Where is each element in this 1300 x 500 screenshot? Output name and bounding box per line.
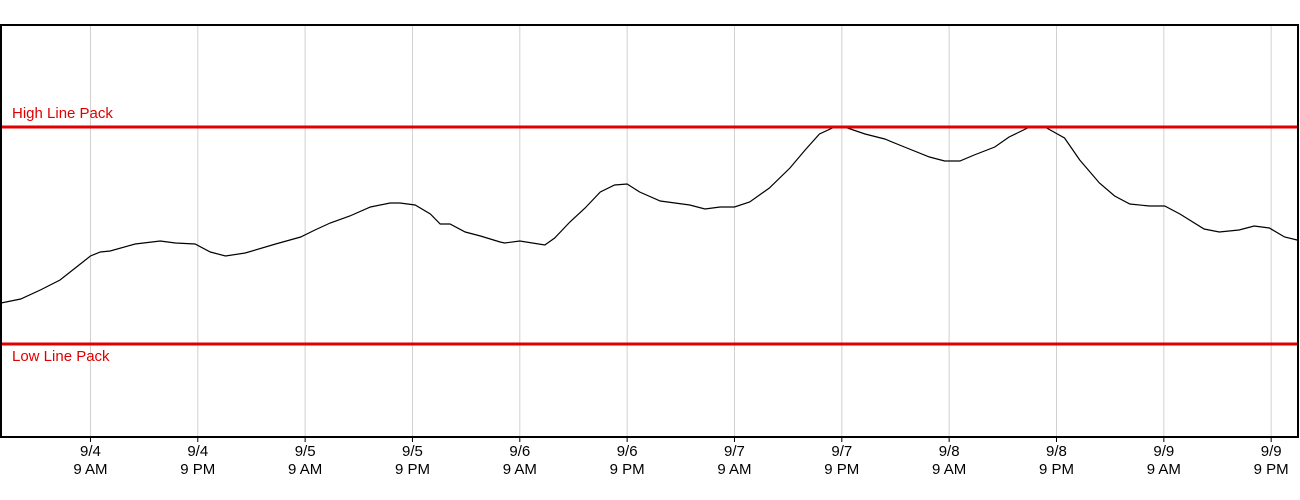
x-tick-label-line: 9/9 bbox=[1261, 443, 1282, 460]
x-tick-label: 9/7 9 AM bbox=[717, 443, 751, 478]
x-tick-label: 9/4 9 AM bbox=[73, 443, 107, 478]
x-tick-label-line: 9/6 bbox=[617, 443, 638, 460]
x-tick-label-line: 9/9 bbox=[1153, 443, 1174, 460]
x-tick-label-line: 9/6 bbox=[509, 443, 530, 460]
x-tick-label-line: 9 PM bbox=[610, 461, 645, 478]
x-tick-label: 9/6 9 AM bbox=[503, 443, 537, 478]
x-tick-label-line: 9/5 bbox=[402, 443, 423, 460]
x-tick-label: 9/8 9 AM bbox=[932, 443, 966, 478]
data-line bbox=[0, 126, 1298, 304]
x-tick-label-line: 9 PM bbox=[1254, 461, 1289, 478]
x-tick-label: 9/9 9 PM bbox=[1254, 443, 1289, 478]
x-tick-label-line: 9/4 bbox=[187, 443, 208, 460]
x-tick-label-line: 9/7 bbox=[831, 443, 852, 460]
x-tick-label-line: 9/8 bbox=[939, 443, 960, 460]
x-tick-label-line: 9 PM bbox=[395, 461, 430, 478]
x-tick-label-line: 9/4 bbox=[80, 443, 101, 460]
reference-label: Low Line Pack bbox=[12, 348, 110, 365]
x-tick-label: 9/9 9 AM bbox=[1147, 443, 1181, 478]
x-tick-label: 9/7 9 PM bbox=[824, 443, 859, 478]
x-tick-label: 9/6 9 PM bbox=[610, 443, 645, 478]
x-tick-label-line: 9/5 bbox=[295, 443, 316, 460]
plot-border bbox=[0, 24, 1299, 438]
x-tick-label-line: 9 AM bbox=[932, 461, 966, 478]
x-tick-label-line: 9 AM bbox=[1147, 461, 1181, 478]
x-tick-label: 9/8 9 PM bbox=[1039, 443, 1074, 478]
x-tick-label-line: 9 AM bbox=[717, 461, 751, 478]
reference-label: High Line Pack bbox=[12, 105, 113, 122]
x-tick-label-line: 9 PM bbox=[824, 461, 859, 478]
x-tick-label: 9/4 9 PM bbox=[180, 443, 215, 478]
x-tick-label-line: 9 AM bbox=[288, 461, 322, 478]
x-tick-label-line: 9 AM bbox=[503, 461, 537, 478]
x-tick-label-line: 9 PM bbox=[180, 461, 215, 478]
x-tick-label-line: 9 AM bbox=[73, 461, 107, 478]
x-tick-label: 9/5 9 PM bbox=[395, 443, 430, 478]
x-tick-label-line: 9/8 bbox=[1046, 443, 1067, 460]
x-tick-label-line: 9/7 bbox=[724, 443, 745, 460]
x-tick-label: 9/5 9 AM bbox=[288, 443, 322, 478]
x-tick-label-line: 9 PM bbox=[1039, 461, 1074, 478]
